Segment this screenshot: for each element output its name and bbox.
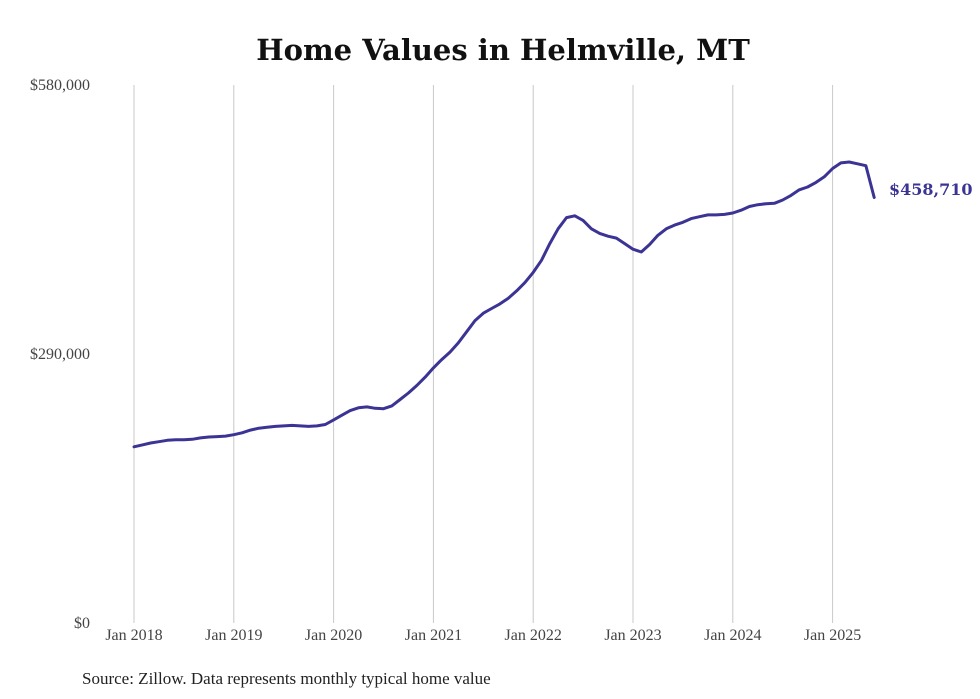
x-tick-label: Jan 2021	[405, 627, 462, 644]
x-tick-label: Jan 2024	[704, 627, 761, 644]
y-tick-label: $580,000	[30, 77, 90, 94]
x-tick-label: Jan 2020	[305, 627, 362, 644]
gridlines	[133, 85, 834, 623]
series-line	[132, 160, 876, 449]
series-group	[132, 160, 876, 449]
x-axis-ticks: Jan 2018 Jan 2019 Jan 2020 Jan 2021 Jan 2022…	[105, 627, 861, 644]
source-note: Source: Zillow. Data represents monthly …	[82, 669, 491, 688]
x-tick-label: Jan 2025	[804, 627, 861, 644]
y-axis-ticks: $0 $290,000 $580,000	[30, 77, 90, 632]
x-tick-label: Jan 2019	[205, 627, 262, 644]
y-tick-label: $0	[74, 615, 90, 632]
x-tick-label: Jan 2022	[505, 627, 562, 644]
x-tick-label: Jan 2018	[105, 627, 162, 644]
x-tick-label: Jan 2023	[604, 627, 661, 644]
chart-title: Home Values in Helmville, MT	[256, 33, 750, 67]
y-tick-label: $290,000	[30, 346, 90, 363]
last-value-label: $458,710	[889, 180, 973, 199]
